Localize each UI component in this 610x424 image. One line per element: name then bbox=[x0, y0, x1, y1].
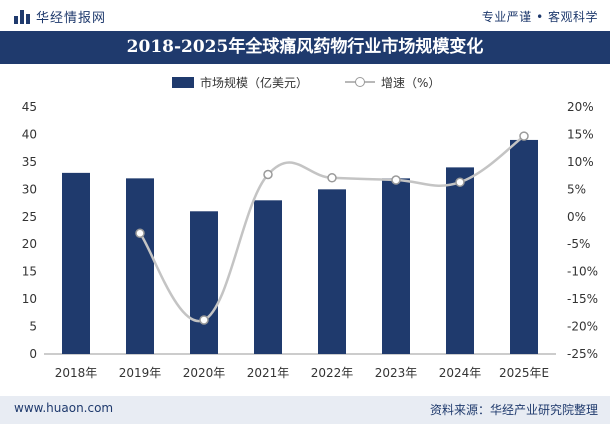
tagline: 专业严谨 • 客观科学 bbox=[481, 10, 598, 24]
right-tick-label: -25% bbox=[567, 347, 598, 361]
left-tick-label: 35 bbox=[22, 155, 37, 169]
legend-line-swatch bbox=[345, 76, 375, 88]
bar[interactable] bbox=[254, 200, 282, 354]
right-tick-label: -5% bbox=[567, 237, 590, 251]
right-tick-label: 5% bbox=[567, 182, 586, 196]
x-tick-label: 2020年 bbox=[183, 366, 226, 380]
legend-item-growth[interactable]: 增速（%） bbox=[345, 72, 440, 92]
right-tick-label: 20% bbox=[567, 100, 594, 114]
right-tick-label: -20% bbox=[567, 320, 598, 334]
left-tick-label: 5 bbox=[29, 320, 37, 334]
left-tick-label: 0 bbox=[29, 347, 37, 361]
growth-point[interactable] bbox=[327, 173, 337, 183]
legend-bar-swatch bbox=[172, 76, 194, 88]
footer-source: 资料来源：华经产业研究院整理 bbox=[429, 403, 598, 417]
left-tick-label: 30 bbox=[22, 182, 37, 196]
bar[interactable] bbox=[318, 189, 346, 354]
left-tick-label: 10 bbox=[22, 292, 37, 306]
x-tick-label: 2023年 bbox=[375, 366, 418, 380]
x-tick-label: 2019年 bbox=[119, 366, 162, 380]
chart-title: 2018-2025年全球痛风药物行业市场规模变化 bbox=[126, 37, 484, 57]
brand-logo-icon bbox=[14, 9, 30, 24]
legend-item-market-size[interactable]: 市场规模（亿美元） bbox=[172, 72, 308, 92]
legend-label-growth: 增速（%） bbox=[381, 75, 441, 90]
footer-site[interactable]: www.huaon.com bbox=[14, 401, 114, 415]
right-tick-label: 10% bbox=[567, 155, 594, 169]
x-tick-label: 2022年 bbox=[311, 366, 354, 380]
x-tick-label: 2018年 bbox=[55, 366, 98, 380]
bar[interactable] bbox=[510, 139, 538, 354]
top-bar: 华经情报网 专业严谨 • 客观科学 bbox=[0, 0, 610, 30]
right-tick-label: 0% bbox=[567, 210, 586, 224]
bar[interactable] bbox=[382, 178, 410, 354]
growth-point[interactable] bbox=[455, 177, 465, 187]
growth-point[interactable] bbox=[263, 169, 273, 180]
brand[interactable]: 华经情报网 bbox=[14, 7, 106, 26]
bar[interactable] bbox=[190, 211, 218, 354]
growth-point[interactable] bbox=[199, 315, 209, 325]
left-tick-label: 15 bbox=[22, 265, 37, 279]
growth-point[interactable] bbox=[391, 175, 401, 185]
left-tick-label: 25 bbox=[22, 210, 37, 224]
bar[interactable] bbox=[126, 178, 154, 354]
footer: www.huaon.com 资料来源：华经产业研究院整理 bbox=[0, 396, 610, 424]
right-axis: -25% -20% -15% -10% -5% 0% 5% 10% 15% 20% bbox=[567, 100, 598, 361]
bar[interactable] bbox=[446, 167, 474, 354]
growth-point[interactable] bbox=[519, 131, 529, 141]
right-tick-label: 15% bbox=[567, 127, 594, 141]
bar[interactable] bbox=[62, 172, 90, 354]
x-tick-label: 2024年 bbox=[439, 366, 482, 380]
left-tick-label: 40 bbox=[22, 127, 37, 141]
x-tick-label: 2025年E bbox=[499, 366, 549, 380]
left-axis: 0 5 10 15 20 25 30 35 40 45 bbox=[22, 100, 37, 361]
legend: 市场规模（亿美元） 增速（%） bbox=[0, 72, 610, 92]
growth-point[interactable] bbox=[135, 228, 145, 238]
left-tick-label: 45 bbox=[22, 100, 37, 114]
title-bar: 2018-2025年全球痛风药物行业市场规模变化 bbox=[0, 31, 610, 64]
right-tick-label: -15% bbox=[567, 292, 598, 306]
left-tick-label: 20 bbox=[22, 237, 37, 251]
x-axis-labels: 2018年 2019年 2020年 2021年 2022年 2023年 2024年 2025年… bbox=[55, 366, 549, 380]
right-tick-label: -10% bbox=[567, 265, 598, 279]
x-tick-label: 2021年 bbox=[247, 366, 290, 380]
bar-series bbox=[62, 139, 538, 354]
legend-label-market-size: 市场规模（亿美元） bbox=[200, 75, 309, 90]
brand-name: 华经情报网 bbox=[36, 11, 107, 26]
growth-markers bbox=[135, 131, 529, 325]
